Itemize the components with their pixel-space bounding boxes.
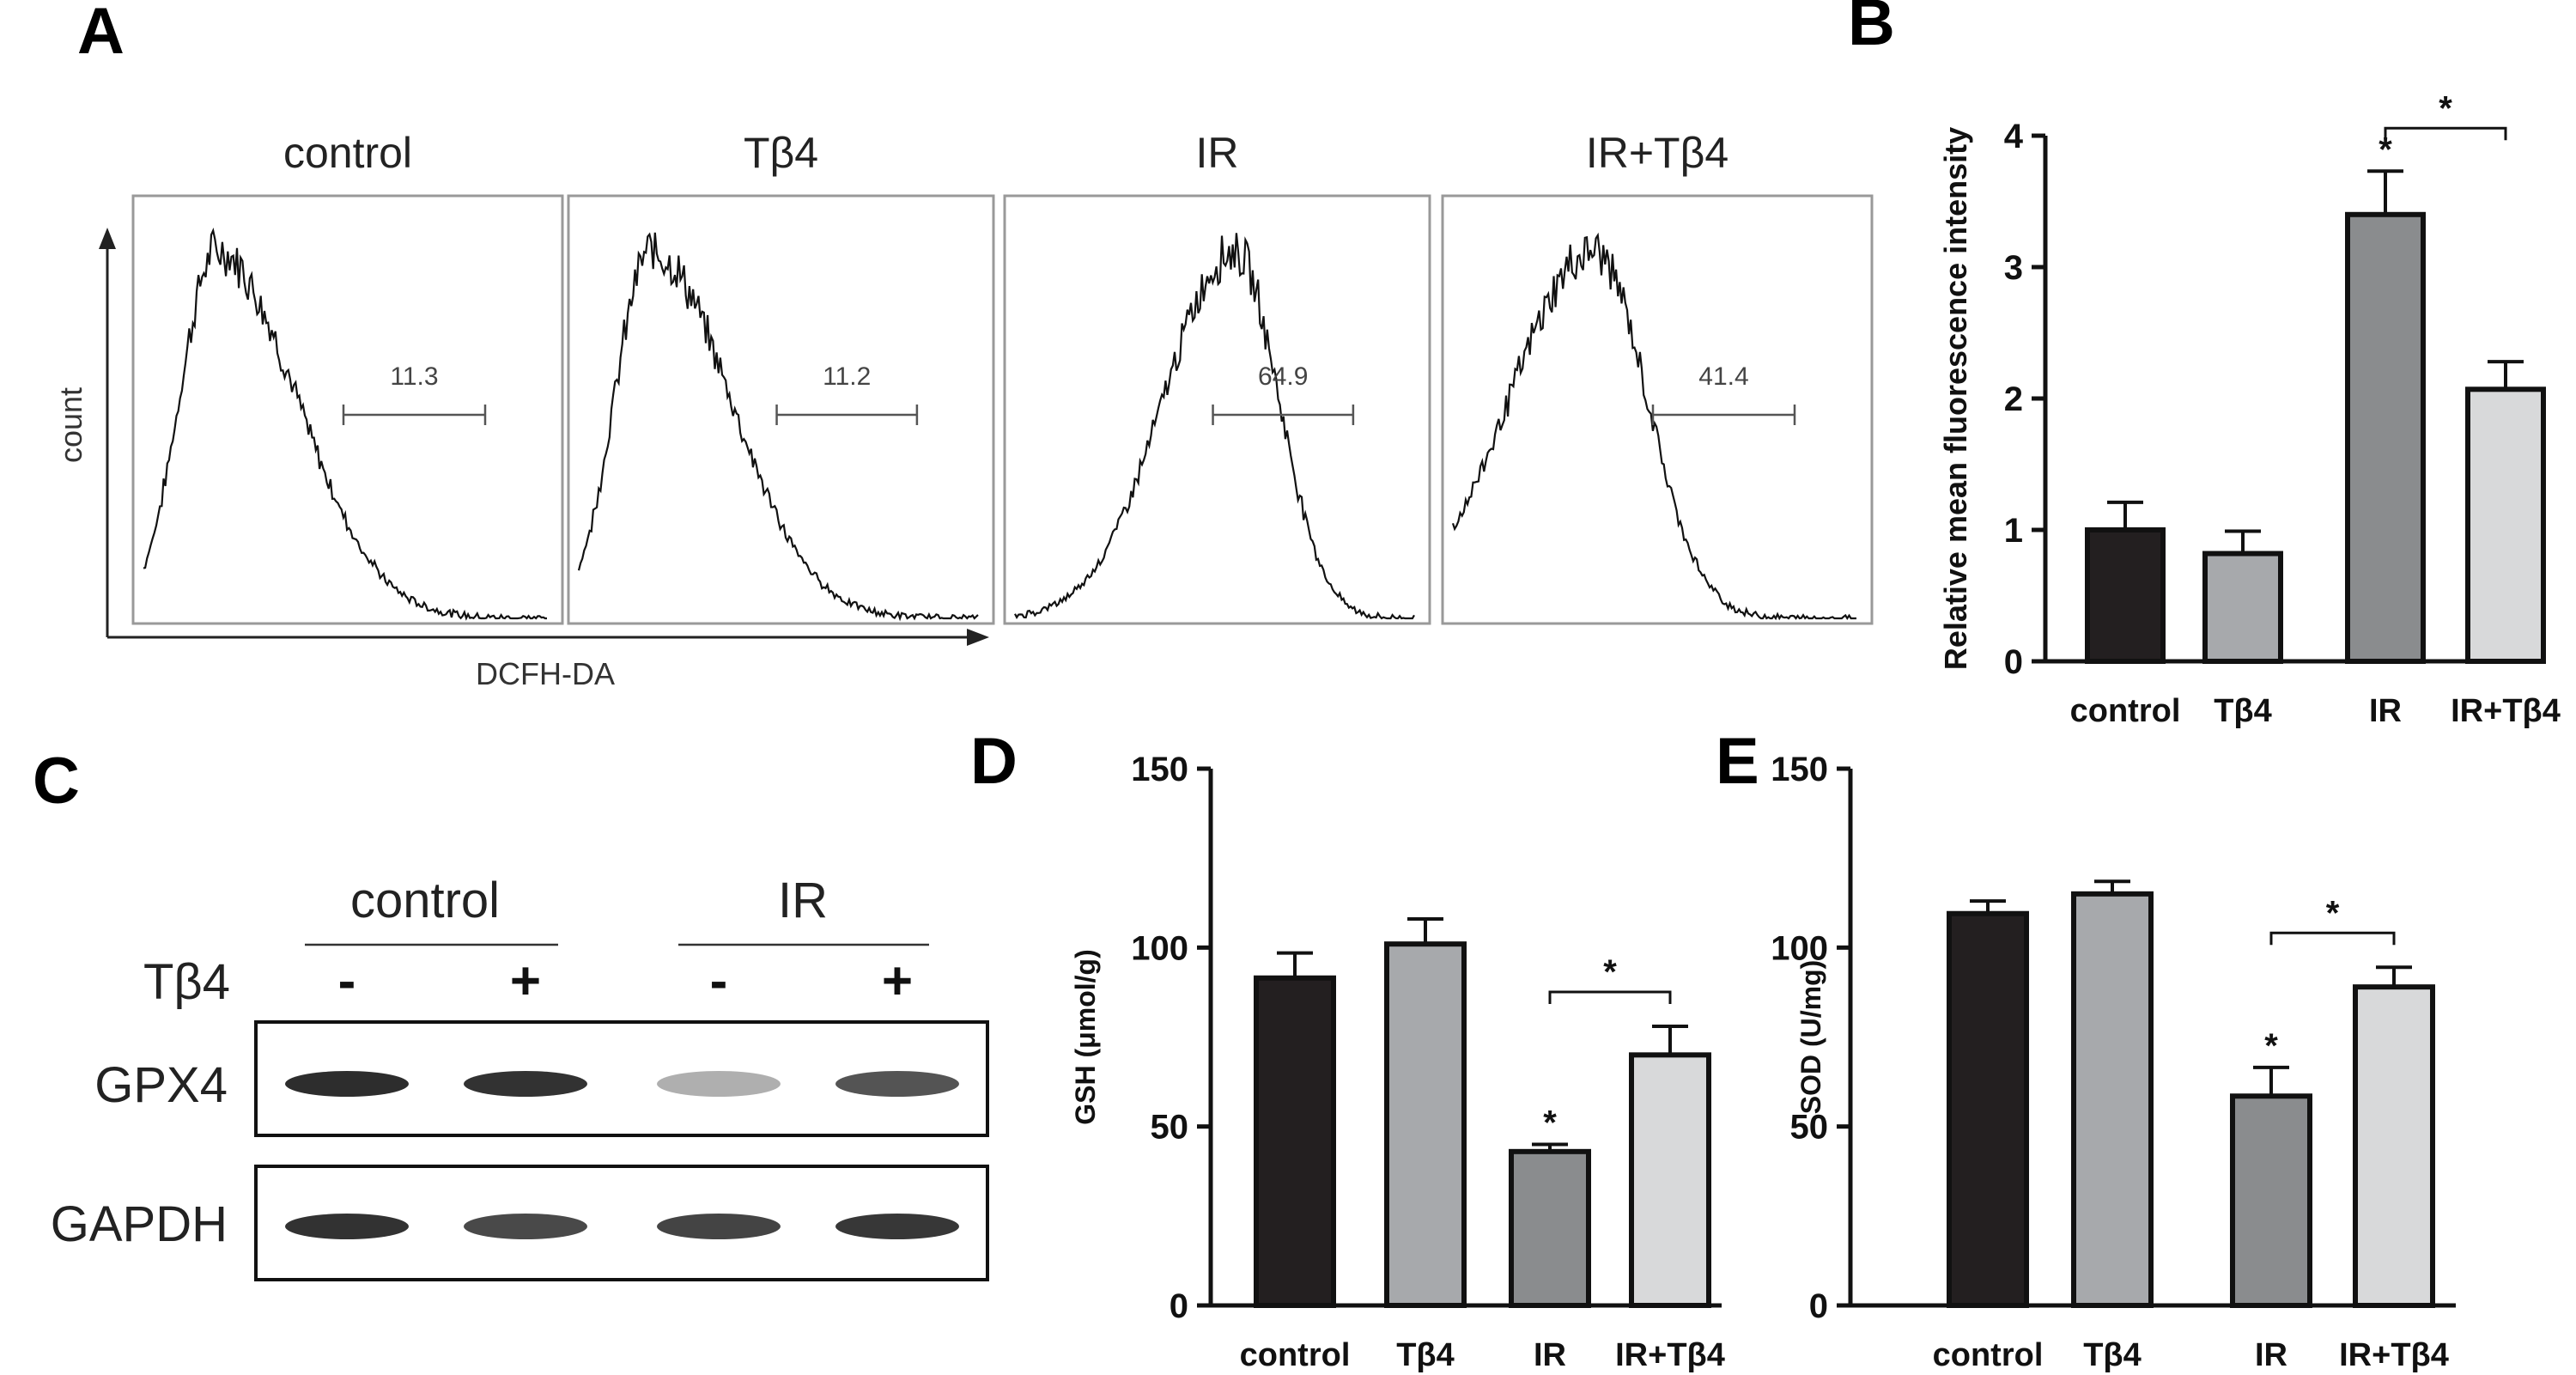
significance-bracket <box>2269 931 2396 946</box>
gate-value: 64.9 <box>1258 362 1308 391</box>
flow-cytometry-panel: count DCFH-DA control 11.3 Tβ4 11.2 IR 64.9 IR… <box>53 129 1874 691</box>
histogram-title: IR+Tβ4 <box>1586 129 1728 177</box>
histogram-title: Tβ4 <box>744 129 818 177</box>
band <box>285 1071 409 1097</box>
histogram-frame <box>131 194 564 625</box>
y-tick-label: 0 <box>1809 1287 1828 1325</box>
significance-star: * <box>2439 89 2452 127</box>
y-axis-label: GSH (μmol/g) <box>1070 949 1101 1124</box>
significance-bracket <box>1548 990 1672 1004</box>
bar <box>1384 941 1467 1308</box>
wb-treatment-label: Tβ4 <box>143 954 230 1010</box>
y-tick-label: 100 <box>1131 929 1188 967</box>
x-tick-label: IR <box>1534 1337 1566 1373</box>
band <box>285 1214 409 1239</box>
band <box>464 1214 587 1239</box>
histogram-frame <box>1003 194 1431 625</box>
wb-group-control: control <box>350 873 500 928</box>
bar-chart-d: 0 50 100 150 GSH (μmol/g) control Tβ4 IR IR+Tβ4 *… <box>1070 751 1725 1373</box>
flow-x-label: DCFH-DA <box>476 656 615 691</box>
bar <box>1254 975 1336 1308</box>
bar <box>2465 386 2546 664</box>
gate-value: 41.4 <box>1698 362 1748 391</box>
x-tick-label: control <box>1933 1337 2044 1373</box>
bar <box>2071 891 2154 1309</box>
significance-star: * <box>1603 953 1617 991</box>
panel-letter-c: C <box>33 745 80 818</box>
band <box>835 1071 959 1097</box>
wb-row-label-gpx4: GPX4 <box>94 1057 228 1113</box>
wb-sign-3: - <box>710 952 728 1011</box>
bar <box>2230 1093 2312 1308</box>
band <box>657 1214 781 1239</box>
y-axis-label: SOD (U/mg) <box>1795 960 1826 1115</box>
y-axis-label: Relative mean fluorescence intensity <box>1938 127 1973 670</box>
flow-x-arrowhead <box>967 629 989 646</box>
y-tick-label: 150 <box>1771 751 1828 788</box>
wb-group-ir: IR <box>778 873 828 928</box>
significance-star: * <box>1543 1104 1557 1142</box>
histogram-curve <box>143 227 547 621</box>
panel-letter-a: A <box>77 0 125 68</box>
y-tick-label: 150 <box>1131 751 1188 788</box>
x-tick-label: control <box>1240 1337 1351 1373</box>
y-tick-label: 50 <box>1151 1109 1189 1147</box>
panel-letter-b: B <box>1848 0 1895 59</box>
x-tick-label: Tβ4 <box>2083 1337 2142 1373</box>
y-tick-label: 2 <box>2004 380 2023 418</box>
gate-value: 11.3 <box>390 362 438 391</box>
histogram-frame <box>567 194 995 625</box>
x-tick-label: Tβ4 <box>1396 1337 1455 1373</box>
x-tick-label: Tβ4 <box>2214 693 2272 729</box>
x-tick-label: IR <box>2255 1337 2287 1373</box>
x-tick-label: control <box>2070 693 2181 729</box>
western-blot-panel: control IR Tβ4 - + - + GPX4 GAPDH <box>51 873 989 1281</box>
histogram-title: control <box>283 129 412 177</box>
bar <box>1509 1148 1591 1309</box>
y-tick-label: 0 <box>2004 643 2023 681</box>
wb-sign-1: - <box>338 952 356 1011</box>
band <box>657 1071 781 1097</box>
wb-sign-4: + <box>882 952 913 1011</box>
histogram-title: IR <box>1196 129 1239 177</box>
significance-star: * <box>2379 131 2392 168</box>
histogram-frame <box>1441 194 1874 625</box>
significance-star: * <box>2264 1027 2278 1065</box>
significance-bracket <box>2384 126 2507 141</box>
flow-y-label: count <box>53 387 88 463</box>
y-tick-label: 4 <box>2004 118 2024 155</box>
panel-letter-e: E <box>1716 725 1759 798</box>
bar <box>1629 1052 1711 1309</box>
band <box>464 1071 587 1097</box>
y-tick-label: 3 <box>2004 249 2023 287</box>
y-tick-label: 1 <box>2004 512 2023 550</box>
gate-value: 11.2 <box>823 362 871 391</box>
bar-chart-b: 0 1 2 3 4 Relative mean fluorescence intensit… <box>1938 89 2561 729</box>
x-tick-label: IR+Tβ4 <box>1615 1337 1725 1373</box>
bar <box>2353 984 2435 1308</box>
band <box>835 1214 959 1239</box>
panel-letter-d: D <box>970 725 1018 798</box>
bar-chart-e: 0 50 100 150 SOD (U/mg) control Tβ4 IR IR+Tβ4 * * <box>1771 751 2456 1373</box>
x-tick-label: IR+Tβ4 <box>2451 693 2561 729</box>
x-tick-label: IR+Tβ4 <box>2339 1337 2449 1373</box>
y-tick-label: 50 <box>1790 1109 1829 1147</box>
x-tick-label: IR <box>2369 693 2402 729</box>
bar <box>2345 211 2426 665</box>
histogram-curve <box>1014 233 1415 620</box>
bar <box>2085 527 2166 664</box>
flow-y-arrowhead <box>99 228 116 249</box>
wb-sign-2: + <box>510 952 541 1011</box>
significance-star: * <box>2326 894 2340 932</box>
wb-row-label-gapdh: GAPDH <box>51 1196 228 1252</box>
bar <box>1947 910 2029 1308</box>
histogram-curve <box>577 232 979 622</box>
y-tick-label: 0 <box>1170 1287 1188 1325</box>
histogram-curve <box>1451 232 1856 621</box>
y-tick-label: 100 <box>1771 929 1828 967</box>
bar <box>2202 551 2283 664</box>
